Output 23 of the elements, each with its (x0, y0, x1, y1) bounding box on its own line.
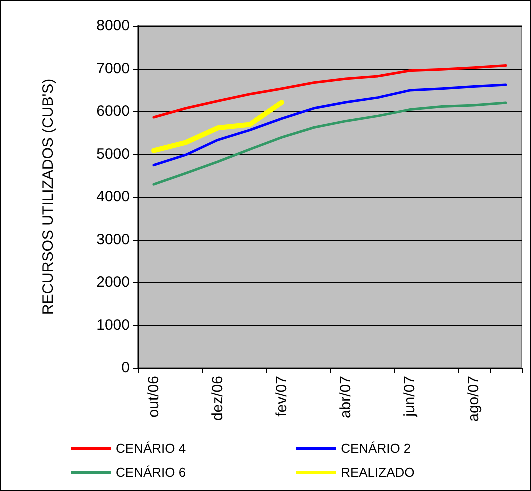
legend-label: CENÁRIO 6 (116, 465, 186, 480)
x-tick-label: abr/07 (338, 376, 354, 419)
y-tick-label: 1000 (96, 316, 130, 334)
y-tick-label: 3000 (96, 231, 130, 248)
x-tick-label: dez/06 (210, 376, 226, 422)
y-tick-label: 4000 (96, 188, 130, 206)
x-tick-label: ago/07 (466, 376, 482, 422)
line-series (152, 64, 508, 119)
y-tick-label: 8000 (96, 18, 130, 34)
line-series (152, 102, 508, 186)
x-tick-label: out/06 (146, 376, 162, 418)
line-series (152, 84, 508, 167)
legend-label: CENÁRIO 2 (341, 441, 412, 456)
x-tick-label: fev/07 (274, 376, 290, 417)
legend-label: CENÁRIO 4 (116, 441, 186, 456)
x-tick-label: jun/07 (402, 376, 418, 418)
y-tick-label: 0 (122, 360, 130, 376)
y-axis-title: RECURSOS UTILIZADOS (CUB'S) (40, 78, 57, 316)
y-tick-label: 7000 (96, 60, 130, 78)
y-tick-label: 6000 (96, 103, 130, 120)
y-tick-label: 5000 (96, 146, 130, 163)
legend-label: REALIZADO (341, 465, 415, 480)
y-tick-label: 2000 (96, 274, 130, 291)
